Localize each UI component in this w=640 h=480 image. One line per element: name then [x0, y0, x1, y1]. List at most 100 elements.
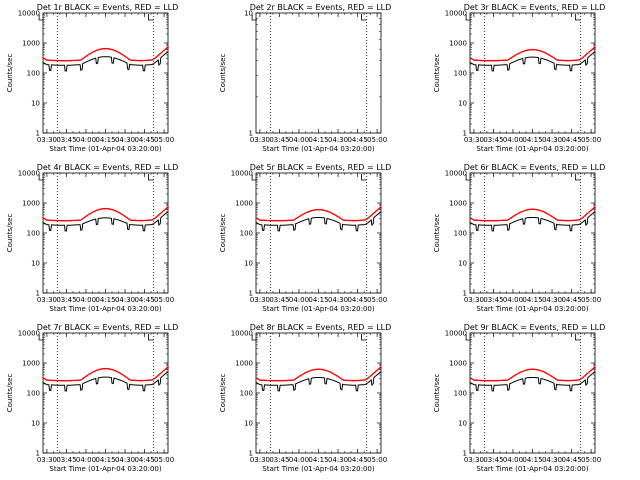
series-lld-point — [479, 379, 482, 382]
series-lld-point — [115, 50, 117, 52]
series-lld-point — [582, 216, 585, 218]
y-tick-label: 1 — [249, 130, 253, 138]
series-lld-point — [538, 49, 540, 52]
series-lld-point — [161, 210, 164, 213]
series-lld-point — [272, 379, 274, 382]
series-lld-point — [579, 378, 582, 380]
series-lld-point — [577, 379, 579, 381]
series-lld-point — [268, 379, 270, 382]
series-lld-point — [141, 219, 143, 222]
series-lld-point — [264, 379, 266, 382]
series-lld-point — [578, 58, 581, 61]
top-marker — [38, 14, 45, 21]
series-events-line — [42, 51, 169, 72]
y-tick-label: 1 — [36, 130, 40, 138]
series-lld-point — [128, 378, 130, 380]
panel-5: Det 5r BLACK = Events, RED = LLD 1 10 100 10… — [219, 163, 391, 313]
series-lld-point — [257, 378, 260, 381]
series-lld-point — [501, 59, 504, 62]
plot-frame — [42, 332, 169, 454]
series-lld-point — [590, 369, 592, 372]
series-lld-point — [510, 216, 513, 219]
x-tick-label: 04:45 — [561, 296, 581, 304]
series-lld-point — [350, 219, 352, 222]
series-lld-point — [82, 377, 85, 379]
series-lld-point — [500, 59, 503, 62]
series-lld-point — [478, 379, 480, 382]
series-lld-point — [163, 369, 165, 372]
series-lld-point — [303, 212, 305, 215]
y-tick-label: 1 — [463, 130, 467, 138]
series-lld-point — [61, 59, 64, 62]
series-lld-point — [124, 215, 126, 218]
series-lld-point — [164, 368, 167, 371]
plot-frame — [255, 332, 382, 454]
y-tick-label: 10000 — [231, 330, 253, 338]
series-lld-point — [135, 379, 138, 382]
series-lld-point — [259, 219, 261, 221]
series-lld-point — [106, 367, 108, 370]
series-lld-point — [588, 370, 591, 373]
series-lld-point — [579, 58, 582, 60]
series-lld-point — [156, 55, 159, 57]
series-lld-point — [493, 379, 496, 382]
series-lld-point — [346, 379, 348, 382]
plot-frame — [42, 172, 169, 294]
y-tick-label: 1000 — [235, 200, 253, 208]
series-lld-point — [145, 379, 147, 382]
series-lld-point — [569, 219, 572, 222]
series-lld-point — [279, 379, 282, 382]
series-lld-point — [358, 379, 360, 382]
series-lld-point — [549, 214, 552, 217]
series-lld-point — [128, 58, 130, 60]
series-lld-point — [326, 370, 329, 372]
series-lld-point — [516, 53, 518, 56]
series-lld-point — [372, 372, 374, 375]
x-axis-label: Start Time (01-Apr-04 03:20:00) — [262, 145, 374, 153]
series-lld-point — [51, 219, 53, 222]
series-lld-point — [521, 51, 523, 53]
series-lld-point — [70, 59, 73, 62]
series-lld-point — [492, 379, 495, 382]
series-lld-point — [469, 217, 471, 219]
series-lld-point — [304, 212, 307, 214]
series-lld-point — [79, 379, 82, 381]
series-lld-point — [278, 379, 281, 382]
series-lld-point — [534, 208, 536, 211]
series-lld-point — [539, 50, 542, 52]
y-tick-label: 100 — [27, 390, 40, 398]
series-lld-point — [364, 218, 367, 221]
series-lld-point — [333, 213, 335, 216]
series-lld-point — [78, 379, 81, 381]
series-lld-point — [64, 59, 66, 62]
series-lld-point — [57, 379, 60, 382]
series-lld-point — [540, 210, 543, 212]
series-lld-point — [586, 372, 588, 375]
series-lld-point — [539, 209, 542, 212]
series-lld-point — [264, 219, 266, 222]
series-lld-point — [583, 215, 586, 217]
series-lld-point — [302, 213, 304, 216]
panel-title: Det 3r BLACK = Events, RED = LLD — [464, 3, 606, 12]
series-lld-point — [42, 377, 44, 379]
series-lld-point — [585, 214, 587, 216]
series-lld-point — [139, 219, 142, 222]
series-lld-point — [146, 219, 148, 222]
series-lld-point — [355, 379, 358, 382]
series-lld-point — [530, 208, 532, 211]
series-lld-point — [549, 374, 552, 377]
series-lld-point — [564, 219, 566, 222]
series-lld-point — [298, 375, 300, 378]
series-lld-point — [527, 208, 530, 211]
series-lld-point — [85, 215, 87, 218]
series-lld-point — [523, 50, 526, 52]
series-lld-point — [360, 219, 363, 222]
y-tick-label: 1 — [249, 450, 253, 458]
series-events-line — [42, 371, 169, 392]
y-tick-label: 100 — [454, 70, 467, 78]
series-lld-point — [90, 52, 92, 54]
series-lld-point — [470, 57, 473, 60]
series-lld-point — [117, 211, 120, 214]
series-lld-point — [514, 54, 517, 56]
